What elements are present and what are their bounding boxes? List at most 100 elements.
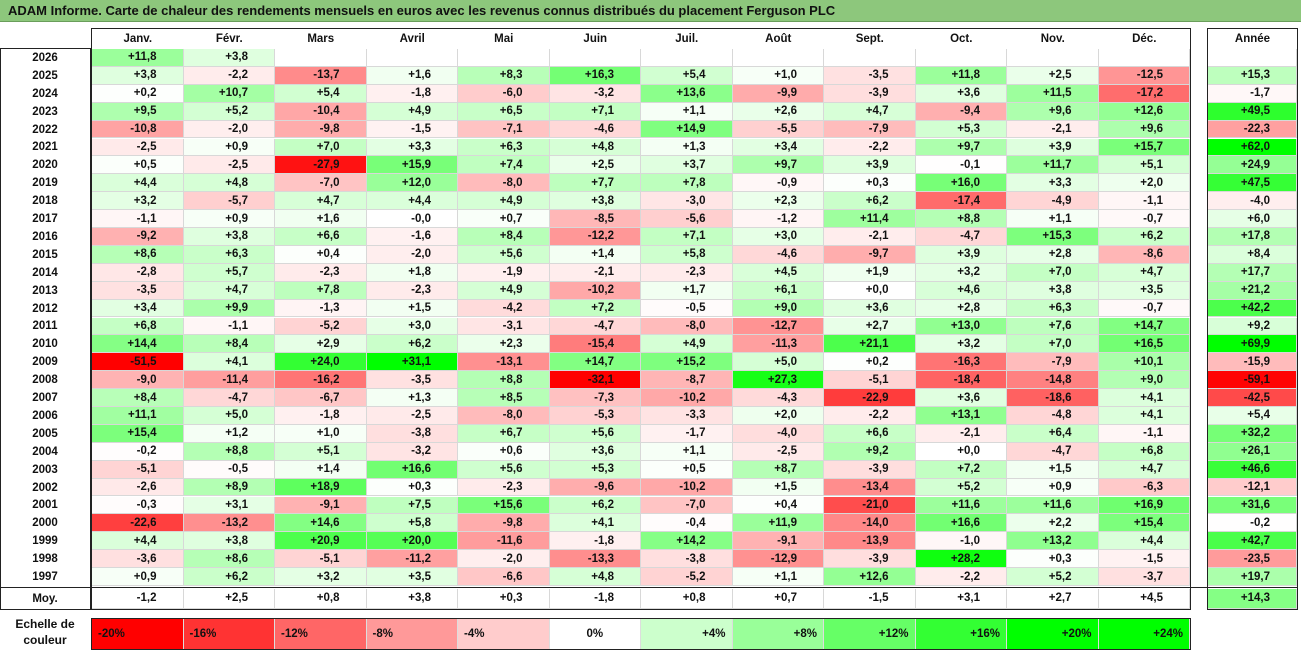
year-total-cell: +31,6 (1208, 496, 1297, 515)
heatmap-cell: +13,2 (1007, 532, 1099, 551)
heatmap-cell: +3,8 (549, 192, 641, 211)
heatmap-cell: -4,6 (549, 120, 641, 139)
average-cell: +0,8 (641, 589, 733, 609)
heatmap-cell: +0,3 (824, 174, 916, 193)
heatmap-cell: +5,0 (732, 353, 824, 372)
heatmap-cell: -3,8 (366, 424, 458, 443)
heatmap-cell: -2,0 (458, 550, 550, 569)
heatmap-cell: +0,9 (92, 568, 184, 586)
row-year-label: 2012 (32, 302, 58, 315)
color-scale-label-line2: couleur (23, 633, 67, 647)
heatmap-cell: +4,6 (915, 281, 1007, 300)
heatmap-cell: +9,9 (183, 299, 275, 318)
heatmap-cell: +6,3 (1007, 299, 1099, 318)
heatmap-cell: +11,6 (915, 496, 1007, 515)
heatmap-cell: +15,6 (458, 496, 550, 515)
heatmap-cell: -5,2 (275, 317, 367, 336)
heatmap-cell: -2,3 (641, 263, 733, 282)
heatmap-cell: -2,3 (275, 263, 367, 282)
heatmap-cell: +0,0 (915, 442, 1007, 461)
heatmap-cell: +4,1 (549, 514, 641, 533)
heatmap-cell: +3,6 (915, 389, 1007, 407)
heatmap-cell: +11,1 (92, 407, 184, 425)
heatmap-cell: -3,2 (549, 84, 641, 103)
year-total-cell: +5,4 (1208, 407, 1297, 425)
heatmap-cell: +4,9 (458, 192, 550, 211)
row-year-label: 2017 (32, 213, 58, 226)
heatmap-cell: +8,4 (92, 389, 184, 407)
heatmap-cell: +28,2 (915, 550, 1007, 569)
month-header: Oct. (950, 33, 973, 45)
heatmap-cell: -1,1 (183, 317, 275, 336)
heatmap-cell: +4,1 (1098, 407, 1190, 425)
heatmap-cell: +0,9 (183, 138, 275, 157)
heatmap-cell: -0,3 (92, 496, 184, 515)
heatmap-cell: -3,9 (824, 550, 916, 569)
heatmap-cell: +6,6 (275, 228, 367, 246)
heatmap-cell: -2,5 (183, 156, 275, 175)
heatmap-cell: -9,1 (275, 496, 367, 515)
heatmap-cell: -14,8 (1007, 371, 1099, 390)
month-header: Nov. (1040, 33, 1065, 45)
heatmap-cell: -9,4 (915, 102, 1007, 121)
year-total-cell: -1,7 (1208, 84, 1297, 103)
row-year-label: 2010 (32, 338, 58, 351)
heatmap-cell: -6,0 (458, 84, 550, 103)
heatmap-cell: +3,3 (1007, 174, 1099, 193)
heatmap-cell: -13,9 (824, 532, 916, 551)
heatmap-cell: -2,1 (1007, 120, 1099, 139)
heatmap-cell: -1,8 (549, 532, 641, 551)
heatmap-cell: -16,2 (275, 371, 367, 390)
heatmap-cell: -9,9 (732, 84, 824, 103)
heatmap-cell: +10,7 (183, 84, 275, 103)
heatmap-cell: -0,5 (183, 460, 275, 479)
heatmap-cell: -0,5 (641, 299, 733, 318)
heatmap-cell: +0,9 (183, 210, 275, 228)
heatmap-cell: -11,4 (183, 371, 275, 390)
heatmap-cell: -7,9 (1007, 353, 1099, 372)
heatmap-cell: +8,4 (458, 228, 550, 246)
heatmap-cell: +8,7 (732, 460, 824, 479)
heatmap-cell: +5,2 (1007, 568, 1099, 586)
heatmap-cell: -0,0 (366, 210, 458, 228)
row-year-label: 2011 (32, 320, 58, 333)
average-cell: -1,5 (824, 589, 916, 609)
heatmap-cell: -10,4 (275, 102, 367, 121)
heatmap-cell: +3,5 (1098, 281, 1190, 300)
heatmap-cell: +1,4 (275, 460, 367, 479)
heatmap-cell: +15,4 (92, 424, 184, 443)
heatmap-cell: +1,5 (732, 478, 824, 497)
year-total-cell: +26,1 (1208, 442, 1297, 461)
heatmap-cell: +20,0 (366, 532, 458, 551)
heatmap-cell (366, 49, 458, 67)
heatmap-cell: +3,2 (915, 263, 1007, 282)
heatmap-cell: +1,8 (366, 263, 458, 282)
heatmap-cell: -2,5 (366, 407, 458, 425)
heatmap-cell: -7,0 (641, 496, 733, 515)
heatmap-cell: +5,1 (275, 442, 367, 461)
heatmap-cell: +16,3 (549, 66, 641, 85)
heatmap-cell: -10,2 (641, 389, 733, 407)
heatmap-cell: -2,1 (549, 263, 641, 282)
heatmap-cell: +0,0 (824, 281, 916, 300)
average-label: Moy. (32, 592, 58, 605)
heatmap-cell: +16,9 (1098, 496, 1190, 515)
heatmap-cell: +7,2 (915, 460, 1007, 479)
heatmap-cell (824, 49, 916, 67)
heatmap-cell: -16,3 (915, 353, 1007, 372)
heatmap-cell: +4,1 (1098, 389, 1190, 407)
heatmap-cell: +6,5 (458, 102, 550, 121)
heatmap-cell: -1,6 (366, 228, 458, 246)
heatmap-cell: -1,7 (641, 424, 733, 443)
heatmap-cell: +0,3 (366, 478, 458, 497)
heatmap-cell: +2,8 (1007, 245, 1099, 264)
row-year-label: 2002 (32, 481, 58, 494)
heatmap-cell: +8,5 (458, 389, 550, 407)
heatmap-cell: -2,6 (92, 478, 184, 497)
heatmap-cell: +4,7 (275, 192, 367, 211)
heatmap-cell: +20,9 (275, 532, 367, 551)
heatmap-cell: +5,8 (366, 514, 458, 533)
year-total-cell: +6,0 (1208, 210, 1297, 228)
year-total-cell: +42,2 (1208, 299, 1297, 318)
heatmap-cell: +15,2 (641, 353, 733, 372)
